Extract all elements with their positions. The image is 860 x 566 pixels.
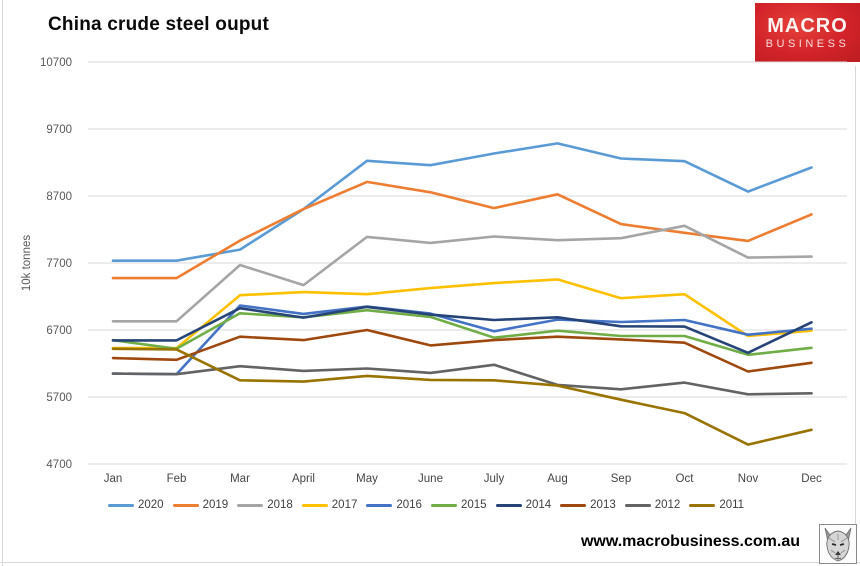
legend-label-2011: 2011 xyxy=(719,499,745,511)
legend-label-2014: 2014 xyxy=(525,499,552,511)
legend-item-2012: 2012 xyxy=(624,499,681,511)
legend-label-2019: 2019 xyxy=(202,499,229,511)
series-line-2015 xyxy=(111,308,813,357)
x-tick-label: Feb xyxy=(167,473,187,485)
x-tick-label: July xyxy=(484,473,505,485)
x-tick-label: Sep xyxy=(611,473,631,485)
macrobusiness-logo: MACRO BUSINESS xyxy=(755,3,860,62)
x-tick-label: Dec xyxy=(801,473,822,485)
x-tick-label: Mar xyxy=(230,473,250,485)
legend-swatch-2015 xyxy=(430,503,457,507)
x-tick-label: April xyxy=(292,473,315,485)
legend-label-2016: 2016 xyxy=(396,499,422,511)
legend-swatch-2012 xyxy=(624,503,651,507)
legend-swatch-2014 xyxy=(495,503,522,507)
sheet-gridline-right xyxy=(855,66,856,563)
series-line-2011 xyxy=(111,347,813,446)
legend-item-2017: 2017 xyxy=(301,499,358,511)
legend-item-2019: 2019 xyxy=(172,499,229,511)
sheet-gridline-bottom xyxy=(0,562,860,563)
series-line-2016 xyxy=(111,304,813,376)
y-tick-label: 9700 xyxy=(46,124,72,136)
logo-line2: BUSINESS xyxy=(765,37,850,50)
legend-item-2015: 2015 xyxy=(430,499,487,511)
series-line-2013 xyxy=(111,328,813,373)
logo-line1: MACRO xyxy=(767,14,848,37)
series-line-2018 xyxy=(111,224,813,323)
y-tick-label: 4700 xyxy=(46,459,72,471)
series-line-2019 xyxy=(111,180,813,280)
legend-item-2014: 2014 xyxy=(495,499,552,511)
legend-swatch-2019 xyxy=(172,503,199,507)
legend-swatch-2018 xyxy=(237,503,264,507)
x-tick-label: Nov xyxy=(738,473,759,485)
sheet-gridline-left xyxy=(2,0,3,566)
legend-swatch-2020 xyxy=(108,503,134,507)
legend-item-2018: 2018 xyxy=(237,499,293,511)
series-line-2014 xyxy=(111,305,813,355)
y-tick-label: 6700 xyxy=(46,325,72,337)
y-axis-title: 10k tonnes xyxy=(21,235,33,292)
legend-swatch-2011 xyxy=(689,503,716,507)
y-tick-label: 5700 xyxy=(46,392,72,404)
series-line-2012 xyxy=(111,363,813,396)
y-tick-label: 8700 xyxy=(46,191,72,203)
y-tick-label: 10700 xyxy=(40,57,72,69)
chart-title: China crude steel ouput xyxy=(48,14,270,35)
x-tick-label: Oct xyxy=(676,473,695,485)
legend-label-2017: 2017 xyxy=(331,499,358,511)
legend-swatch-2016 xyxy=(366,503,393,507)
chart-legend: 2020 2019 2018 2017 2016 2015 2014 2013 2012 2011 xyxy=(108,499,753,511)
legend-item-2011: 2011 xyxy=(689,499,744,511)
legend-swatch-2017 xyxy=(301,503,328,507)
legend-label-2013: 2013 xyxy=(590,499,616,511)
y-tick-label: 7700 xyxy=(46,258,72,270)
x-tick-label: Jan xyxy=(104,473,123,485)
legend-item-2016: 2016 xyxy=(366,499,422,511)
series-line-2017 xyxy=(111,278,813,350)
legend-item-2013: 2013 xyxy=(560,499,616,511)
legend-label-2015: 2015 xyxy=(460,499,487,511)
wolf-icon xyxy=(819,524,857,564)
legend-label-2020: 2020 xyxy=(138,499,164,511)
legend-label-2018: 2018 xyxy=(267,499,293,511)
series-line-2020 xyxy=(111,142,813,263)
legend-label-2012: 2012 xyxy=(654,499,681,511)
website-url: www.macrobusiness.com.au xyxy=(580,533,800,550)
legend-item-2020: 2020 xyxy=(108,499,164,511)
x-tick-label: June xyxy=(418,473,443,485)
legend-swatch-2013 xyxy=(560,503,587,507)
x-tick-label: May xyxy=(356,473,378,485)
x-tick-label: Aug xyxy=(547,473,567,485)
